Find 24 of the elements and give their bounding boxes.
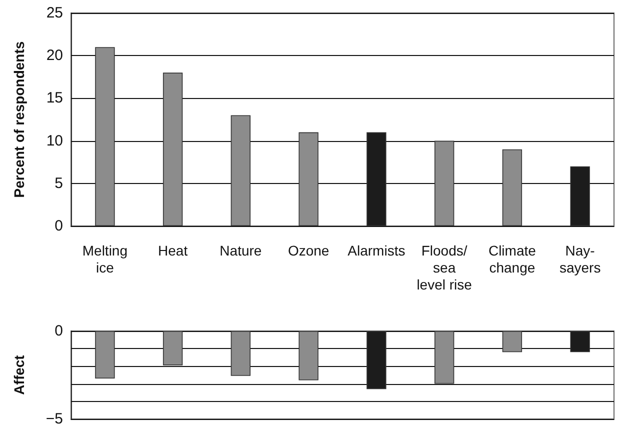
bar xyxy=(502,149,522,226)
bar xyxy=(298,132,318,226)
y-axis-title: Affect xyxy=(11,354,27,395)
y-tick-label: 0 xyxy=(54,218,63,234)
x-tick-label: Heat xyxy=(158,242,188,258)
y-tick-label: 5 xyxy=(54,174,63,192)
x-tick-label: Floods/ sea level rise xyxy=(416,242,472,292)
bar xyxy=(434,140,454,226)
bar xyxy=(162,72,183,226)
bar xyxy=(230,115,251,226)
y-tick-label: 0 xyxy=(54,322,63,340)
x-tick-label: Nature xyxy=(220,242,262,258)
y-tick-label: 15 xyxy=(46,90,63,107)
x-tick-label: Melting ice xyxy=(82,242,128,276)
bar xyxy=(95,47,115,226)
y-tick-label: 10 xyxy=(46,132,63,150)
x-tick-label: Alarmists xyxy=(348,242,406,258)
y-tick-label: 20 xyxy=(46,47,63,64)
x-tick-label: Climate change xyxy=(488,242,536,276)
y-tick-label: −5 xyxy=(46,410,63,428)
y-tick-label: 25 xyxy=(46,4,63,22)
x-tick-label: Ozone xyxy=(288,242,330,258)
y-axis-title: Percent of respondents xyxy=(11,41,27,198)
x-tick-label: Nay- sayers xyxy=(559,242,601,276)
